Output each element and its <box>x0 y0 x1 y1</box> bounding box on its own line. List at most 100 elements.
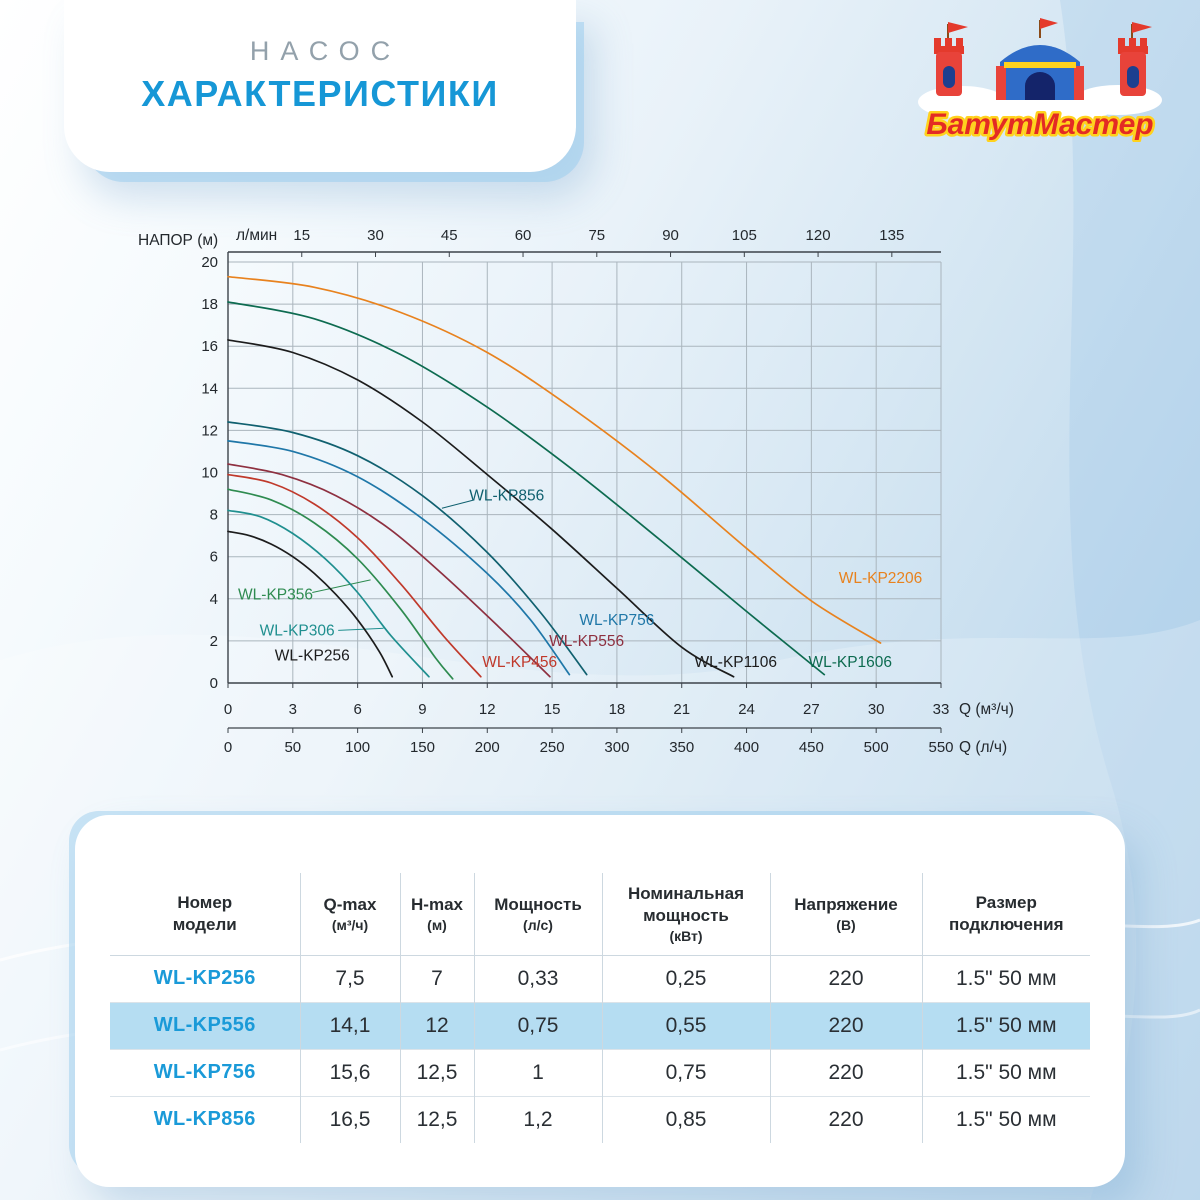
curve-label-WL-KP856: WL-KP856 <box>469 488 544 505</box>
curve-WL-KP456 <box>227 473 482 678</box>
spec-value: 0,75 <box>602 1049 771 1096</box>
y-tick-label: 6 <box>210 549 218 566</box>
spec-table: Номер модели Q-max (м³/ч) H-max (м) Мощность (л… <box>110 873 1090 1143</box>
x-tick-label-lh: 250 <box>540 739 565 756</box>
spec-value: 0,25 <box>602 955 771 1002</box>
y-tick-label: 4 <box>210 591 218 608</box>
column-header-line: подключения <box>948 914 1064 934</box>
top-axis-tick-label: 75 <box>588 227 605 244</box>
castle-tower-right-icon <box>1118 22 1152 96</box>
curve-WL-KP1606 <box>227 301 826 676</box>
page-title: ХАРАКТЕРИСТИКИ <box>141 73 499 114</box>
y-tick-label: 8 <box>210 507 218 524</box>
spec-value: 0,55 <box>602 1002 771 1049</box>
spec-value: 1.5" 50 мм <box>955 1013 1057 1037</box>
spec-value: 15,6 <box>300 1049 401 1096</box>
spec-value: 7,5 <box>300 955 401 1002</box>
x-tick-label-lh: 300 <box>604 739 629 756</box>
model-name: WL-KP856 <box>110 1096 301 1143</box>
x-tick-label-lh: 450 <box>799 739 824 756</box>
table-row-WL-KP556: WL-KP556 14,1 12 0,75 0,55 220 1.5" 50 мм <box>110 1002 1090 1049</box>
curve-WL-KP356 <box>227 488 454 680</box>
x-tick-label-m3h: 27 <box>803 701 820 718</box>
brand-logo: БатутМастер <box>912 14 1168 144</box>
column-header-3: Мощность (л/с) <box>474 873 603 955</box>
y-axis-title: НАПОР (м) <box>138 232 218 249</box>
brand-logo-graphic: БатутМастер <box>918 18 1162 144</box>
wave-shape <box>1060 0 1200 1200</box>
column-header-4: Номинальная мощность (кВт) <box>602 873 771 955</box>
x-tick-label-m3h: 0 <box>224 701 232 718</box>
curve-label-WL-KP756: WL-KP756 <box>579 612 654 629</box>
curve-label-WL-KP1106: WL-KP1106 <box>695 654 777 671</box>
x-tick-label-m3h: 9 <box>418 701 426 718</box>
spec-value: 12,5 <box>400 1096 475 1143</box>
top-axis-tick-label: 120 <box>806 227 831 244</box>
column-header-line: (м) <box>427 916 447 933</box>
table-row-WL-KP856: WL-KP856 16,5 12,5 1,2 0,85 220 1.5" 50 мм <box>110 1096 1090 1143</box>
x-tick-label-lh: 500 <box>864 739 889 756</box>
spec-value: 12 <box>400 1002 475 1049</box>
spec-value: 220 <box>770 1049 923 1096</box>
model-name: WL-KP756 <box>110 1049 301 1096</box>
curve-leader-WL-KP856 <box>441 499 475 509</box>
spec-value: 220 <box>770 1002 923 1049</box>
top-axis-tick-label: 45 <box>441 227 458 244</box>
curve-label-WL-KP256: WL-KP256 <box>275 648 350 665</box>
x-tick-label-lh: 400 <box>734 739 759 756</box>
curve-label-WL-KP556: WL-KP556 <box>549 633 624 650</box>
column-header-line: Напряжение <box>794 894 898 914</box>
column-header-line: Q-max <box>323 894 377 914</box>
top-axis-tick-label: 135 <box>879 227 904 244</box>
y-tick-label: 0 <box>210 675 218 692</box>
table-header-row: Номер модели Q-max (м³/ч) H-max (м) Мощность (л… <box>110 873 1090 955</box>
column-header-line: мощность <box>643 905 729 925</box>
top-axis-tick-label: 30 <box>367 227 384 244</box>
curve-WL-KP306 <box>227 509 430 678</box>
curve-WL-KP556 <box>227 463 551 678</box>
x-tick-label-m3h: 18 <box>609 701 626 718</box>
spec-value: 7 <box>400 955 475 1002</box>
model-name: WL-KP556 <box>110 1002 301 1049</box>
spec-value: 0,85 <box>602 1096 771 1143</box>
title-card: НАСОС ХАРАКТЕРИСТИКИ <box>64 0 576 172</box>
table-row-WL-KP256: WL-KP256 7,5 7 0,33 0,25 220 1.5" 50 мм <box>110 955 1090 1002</box>
column-header-line: Мощность <box>494 894 582 914</box>
x-tick-label-lh: 200 <box>475 739 500 756</box>
table-row-WL-KP756: WL-KP756 15,6 12,5 1 0,75 220 1.5" 50 мм <box>110 1049 1090 1096</box>
spec-value: 0,75 <box>474 1002 603 1049</box>
top-axis-tick-label: 105 <box>732 227 757 244</box>
x-tick-label-m3h: 12 <box>479 701 496 718</box>
x-tick-label-lh: 350 <box>669 739 694 756</box>
pump-curves-chart: 15 30 45 60 75 90 105 120 135 0 2 4 6 8 10 12 14 16 18 20 0 3… <box>130 212 1040 772</box>
castle-center-icon <box>996 18 1084 100</box>
column-header-line: Номинальная <box>627 883 745 903</box>
top-axis-tick-label: 15 <box>293 227 310 244</box>
y-tick-label: 10 <box>201 465 218 482</box>
spec-value: 14,1 <box>300 1002 401 1049</box>
curve-WL-KP1106 <box>227 339 735 678</box>
logo-text: БатутМастер <box>926 108 1153 141</box>
x-tick-label-lh: 150 <box>410 739 435 756</box>
spec-value: 12,5 <box>400 1049 475 1096</box>
title-subtitle: НАСОС <box>249 36 402 66</box>
curve-label-WL-KP306: WL-KP306 <box>260 622 335 639</box>
spec-value: 220 <box>770 955 923 1002</box>
x-tick-label-m3h: 33 <box>933 701 950 718</box>
top-axis-tick-label: 60 <box>515 227 532 244</box>
column-header-line: (В) <box>836 916 856 933</box>
x-tick-label-m3h: 15 <box>544 701 561 718</box>
castle-tower-left-icon <box>934 22 968 96</box>
x-tick-label-m3h: 24 <box>738 701 755 718</box>
column-header-line: (л/с) <box>523 916 553 933</box>
spec-value: 1 <box>474 1049 603 1096</box>
x-tick-label-m3h: 21 <box>673 701 690 718</box>
y-tick-label: 18 <box>201 296 218 313</box>
curve-label-WL-KP456: WL-KP456 <box>482 654 557 671</box>
spec-value: 1.5" 50 мм <box>955 1060 1057 1084</box>
spec-value: 220 <box>770 1096 923 1143</box>
spec-value: 1.5" 50 мм <box>955 966 1057 990</box>
curve-WL-KP856 <box>227 421 588 676</box>
curve-leader-WL-KP306 <box>338 627 384 631</box>
column-header-line: Размер <box>975 892 1037 912</box>
